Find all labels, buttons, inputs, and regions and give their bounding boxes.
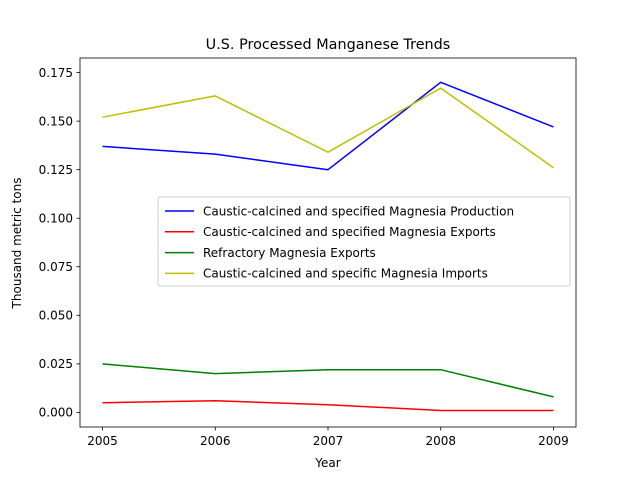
y-tick-label: 0.025 (39, 357, 73, 371)
y-tick-label: 0.000 (39, 406, 73, 420)
x-tick-label: 2005 (87, 434, 118, 448)
y-tick-label: 0.150 (39, 114, 73, 128)
y-tick-label: 0.100 (39, 212, 73, 226)
legend-box (157, 196, 571, 287)
series-line-2 (102, 400, 554, 412)
legend: Caustic-calcined and specified Magnesia … (157, 196, 571, 287)
y-tick-label: 0.125 (39, 163, 73, 177)
legend-label: Caustic-calcined and specified Magnesia … (203, 225, 496, 239)
series-line-4 (102, 87, 554, 169)
x-tick-label: 2007 (313, 434, 344, 448)
series-line-1 (102, 81, 554, 171)
x-tick-label: 2006 (200, 434, 231, 448)
x-tick-label: 2008 (425, 434, 456, 448)
legend-label: Refractory Magnesia Exports (203, 246, 376, 260)
plot-area: 2005 2006 2007 2008 2009 0.000 0.025 0.050 0.075… (39, 57, 577, 448)
series-line-3 (102, 363, 554, 398)
y-axis-label: Thousand metric tons (10, 178, 24, 310)
legend-label: Caustic-calcined and specified Magnesia … (203, 204, 514, 218)
y-tick-label: 0.050 (39, 309, 73, 323)
y-tick-label: 0.175 (39, 66, 73, 80)
x-tick-label: 2009 (538, 434, 569, 448)
y-tick-label: 0.075 (39, 260, 73, 274)
chart-title: U.S. Processed Manganese Trends (206, 37, 451, 53)
x-axis-label: Year (314, 456, 340, 470)
legend-label: Caustic-calcined and specific Magnesia I… (203, 267, 488, 281)
